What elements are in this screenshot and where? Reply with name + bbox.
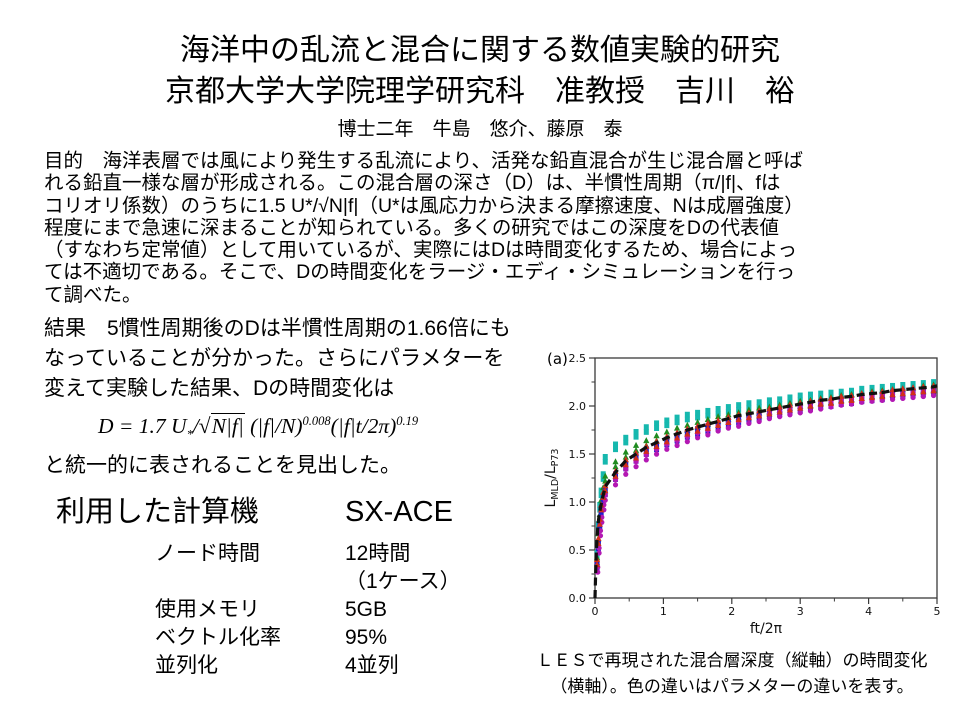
results-text-line: 結果 5慣性周期後のDは半慣性周期の1.66倍にも: [44, 317, 511, 340]
computer-row-value-line: 4並列: [345, 654, 399, 677]
computer-row: ノード時間 12時間 （1ケース）: [56, 540, 461, 596]
computer-row-value-line: 5GB: [345, 598, 388, 621]
computer-row-label: ノード時間: [155, 542, 260, 565]
purpose-text-line: て調べた。: [44, 283, 142, 306]
results-text-line: 変えて実験した結果、Dの時間変化は: [44, 377, 395, 400]
results-outro-line: と統一的に表されることを見出した。: [44, 454, 401, 478]
svg-text:1.5: 1.5: [569, 448, 587, 461]
svg-text:2.0: 2.0: [569, 400, 587, 413]
series-parameter-case-blue: [594, 385, 937, 573]
machine-name: SX-ACE: [345, 496, 453, 528]
formula-part-text: (|f|/N): [244, 414, 303, 439]
svg-text:2: 2: [728, 605, 735, 618]
computer-row-value-line: 12時間: [345, 542, 411, 565]
authors-line: 博士二年 牛島 悠介、藤原 泰: [337, 119, 623, 140]
series-fit-curve: [593, 384, 938, 599]
purpose-text-line: ては不適切である。そこで、Dの時間変化をラージ・エディ・シミュレーションを行っ: [44, 261, 796, 284]
series-parameter-case-magenta: [595, 387, 937, 575]
results-section: 結果 5慣性周期後のDは半慣性周期の1.66倍にも なっていることが分かった。さら…: [44, 314, 511, 481]
y-axis-label: LMLD/LP73: [543, 449, 561, 508]
purpose-text-line: コリオリ係数）のうちに1.5 U*/√N|f|（U*は風応力から決まる摩擦速度、…: [44, 194, 804, 217]
figure: (a) 0 1 2 3 4 5 0.0 0.5 1.0 1.5 2.0 2.5 ft/2π LMLD/LP…: [540, 340, 950, 652]
series-parameter-case-cyan: [594, 379, 937, 561]
computer-row-label: ベクトル化率: [155, 626, 281, 649]
purpose-paragraph: 目的 海洋表層では風により発生する乱流により、活発な鉛直混合が生じ混合層と呼ばれ…: [44, 150, 804, 306]
svg-text:2.5: 2.5: [569, 352, 587, 365]
formula-part-text: D = 1.7 U: [98, 414, 187, 439]
computer-row-value: 12時間 （1ケース）: [345, 540, 461, 596]
computer-row-value-line: （1ケース）: [345, 570, 461, 593]
axis-ticks: 0 1 2 3 4 5 0.0 0.5 1.0 1.5 2.0 2.5: [569, 352, 941, 618]
computer-heading-row: 利用した計算機 SX-ACE: [56, 492, 461, 532]
figure-caption-line-2: （横軸）。色の違いはパラメターの違いを表す。: [550, 677, 914, 696]
formula-part-radicand: N|f|: [210, 413, 245, 439]
results-text-line: なっていることが分かった。さらにパラメターを: [44, 347, 505, 370]
computer-rows: ノード時間 12時間 （1ケース） 使用メモリ 5GB ベクトル化率 95% 並列化 4並列: [56, 540, 461, 680]
slide-subtitle: 京都大学大学院理学研究科 准教授 吉川 裕: [165, 75, 795, 108]
title-block: 海洋中の乱流と混合に関する数値実験的研究 京都大学大学院理学研究科 准教授 吉川…: [0, 30, 960, 143]
svg-text:0.5: 0.5: [569, 544, 587, 557]
results-paragraph: 結果 5慣性周期後のDは半慣性周期の1.66倍にも なっていることが分かった。さら…: [44, 314, 511, 404]
slide-title: 海洋中の乱流と混合に関する数値実験的研究: [180, 34, 780, 67]
svg-text:5: 5: [934, 605, 941, 618]
formula-part-sub: *: [186, 427, 193, 442]
x-axis-label: ft/2π: [750, 621, 783, 637]
computer-row-label: 使用メモリ: [155, 598, 260, 621]
figure-caption: ＬＥＳで再現された混合層深度（縦軸）の時間変化 （横軸）。色の違いはパラメターの…: [512, 648, 952, 700]
formula-part-sup: 0.19: [396, 414, 419, 428]
figure-caption-line-1: ＬＥＳで再現された混合層深度（縦軸）の時間変化: [536, 651, 928, 670]
svg-text:1: 1: [660, 605, 667, 618]
computer-row: 並列化 4並列: [56, 652, 461, 680]
svg-text:0: 0: [592, 605, 599, 618]
purpose-text-line: （すなわち定常値）として用いているが、実際にはDは時間変化するため、場合によっ: [44, 239, 797, 262]
svg-text:1.0: 1.0: [569, 496, 587, 509]
computer-row-label: 並列化: [155, 654, 218, 677]
svg-text:0.0: 0.0: [569, 592, 587, 605]
chart-svg: 0 1 2 3 4 5 0.0 0.5 1.0 1.5 2.0 2.5 ft/2π LMLD/LP73: [543, 352, 941, 637]
svg-text:4: 4: [865, 605, 872, 618]
purpose-text-line: 程度にまで急速に深まることが知られている。多くの研究ではこの深度をDの代表値: [44, 216, 779, 239]
computer-row-value-line: 95%: [345, 626, 388, 649]
formula-part-text: (|f|t/2π): [330, 414, 397, 439]
computer-row-value: 5GB: [345, 596, 387, 624]
series-parameter-case-green: [593, 381, 937, 566]
computer-row-value: 95%: [345, 624, 387, 652]
computer-row-value: 4並列: [345, 652, 399, 680]
figure-panel-label: (a): [547, 350, 568, 368]
purpose-text-line: れる鉛直一様な層が形成される。この混合層の深さ（D）は、半慣性周期（π/|f|、…: [44, 172, 781, 195]
purpose-text-line: 目的 海洋表層では風により発生する乱流により、活発な鉛直混合が生じ混合層と呼ば: [44, 150, 803, 172]
computer-heading: 利用した計算機: [56, 496, 260, 528]
formula-part-sup: 0.008: [302, 414, 331, 428]
computer-row: ベクトル化率 95%: [56, 624, 461, 652]
axes-box: [594, 357, 938, 599]
computer-row: 使用メモリ 5GB: [56, 596, 461, 624]
mixed-layer-depth-formula: D = 1.7 U*/√N|f| (|f|/N)0.008(|f|t/2π)0.…: [44, 404, 511, 451]
formula-part-text: /√: [192, 414, 211, 439]
computer-section: 利用した計算機 SX-ACE ノード時間 12時間 （1ケース） 使用メモリ 5GB ベク…: [56, 492, 461, 680]
svg-text:3: 3: [797, 605, 804, 618]
